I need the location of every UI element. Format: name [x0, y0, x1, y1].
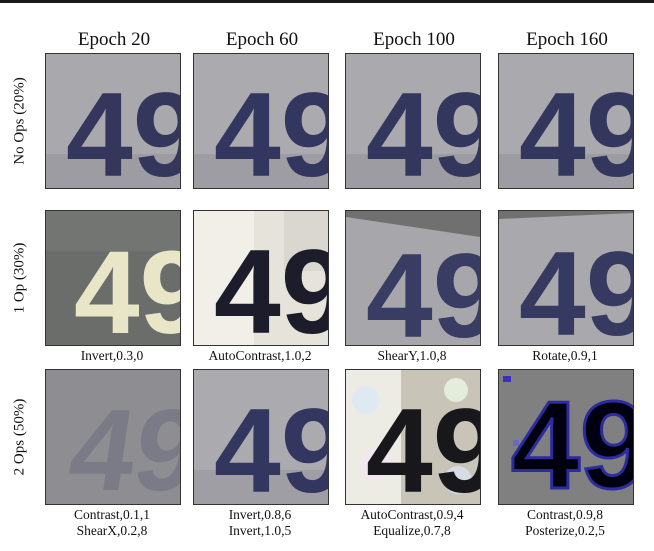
image-2-ops-epoch-100: 49 — [345, 369, 481, 505]
digit-glyph: 49 — [519, 68, 633, 188]
digit-glyph: 49 — [62, 385, 180, 504]
row-label-1-op: 1 Op (30%) — [12, 210, 29, 346]
digit-glyph: 49 — [366, 384, 480, 504]
image-no-ops-epoch-20: 49 — [45, 53, 181, 189]
caption-2-ops-epoch-160-line1: Contrast,0.9,8 — [485, 507, 645, 523]
column-header-epoch-60: Epoch 60 — [194, 29, 330, 51]
caption-2-ops-epoch-20-line2: ShearX,0.2,8 — [32, 523, 192, 539]
caption-1-op-epoch-60: AutoContrast,1.0,2 — [180, 348, 340, 364]
caption-1-op-epoch-20: Invert,0.3,0 — [32, 348, 192, 364]
caption-2-ops-epoch-20-line1: Contrast,0.1,1 — [32, 507, 192, 523]
column-header-epoch-20: Epoch 20 — [46, 29, 182, 51]
column-header-epoch-100: Epoch 100 — [346, 29, 482, 51]
image-1-op-epoch-160: 49 — [498, 210, 634, 346]
image-no-ops-epoch-100: 49 — [345, 53, 481, 189]
digit-glyph: 49 — [511, 377, 633, 504]
caption-1-op-epoch-100: ShearY,1.0,8 — [332, 348, 492, 364]
image-no-ops-epoch-60: 49 — [193, 53, 329, 189]
image-1-op-epoch-60: 49 — [193, 210, 329, 346]
caption-2-ops-epoch-160-line2: Posterize,0.2,5 — [485, 523, 645, 539]
caption-2-ops-epoch-60-line2: Invert,1.0,5 — [180, 523, 340, 539]
image-1-op-epoch-100: 49 — [345, 210, 481, 346]
image-2-ops-epoch-160: 49 — [498, 369, 634, 505]
caption-2-ops-epoch-100-line1: AutoContrast,0.9,4 — [332, 507, 492, 523]
image-2-ops-epoch-60: 49 — [193, 369, 329, 505]
caption-2-ops-epoch-60-line1: Invert,0.8,6 — [180, 507, 340, 523]
digit-glyph: 49 — [366, 229, 480, 345]
column-header-epoch-160: Epoch 160 — [499, 29, 635, 51]
row-label-2-ops: 2 Ops (50%) — [12, 369, 29, 505]
digit-glyph: 49 — [366, 68, 480, 188]
digit-glyph: 49 — [74, 227, 180, 345]
digit-glyph: 49 — [214, 384, 328, 504]
caption-2-ops-epoch-100-line2: Equalize,0.7,8 — [332, 523, 492, 539]
top-rule — [0, 0, 654, 3]
caption-1-op-epoch-160: Rotate,0.9,1 — [485, 348, 645, 364]
digit-glyph: 49 — [519, 227, 633, 345]
digit-glyph: 49 — [66, 68, 180, 188]
image-1-op-epoch-20: 49 — [45, 210, 181, 346]
image-no-ops-epoch-160: 49 — [498, 53, 634, 189]
image-2-ops-epoch-20: 49 — [45, 369, 181, 505]
digit-glyph: 49 — [214, 68, 328, 188]
digit-glyph: 49 — [214, 225, 328, 345]
row-label-no-ops: No Ops (20%) — [12, 53, 29, 189]
